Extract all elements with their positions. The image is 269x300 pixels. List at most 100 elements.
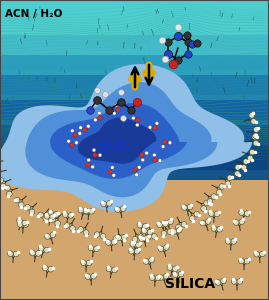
Circle shape: [249, 149, 255, 155]
Circle shape: [38, 212, 43, 218]
Circle shape: [217, 189, 222, 195]
Circle shape: [158, 275, 164, 280]
Bar: [0, 270, 269, 285]
Circle shape: [217, 226, 222, 232]
Circle shape: [138, 234, 143, 239]
Circle shape: [145, 151, 148, 155]
Circle shape: [161, 231, 167, 236]
Point: [135, 100, 139, 104]
Bar: [0, 240, 269, 255]
Circle shape: [167, 265, 173, 270]
Circle shape: [182, 205, 187, 211]
Text: SILICA: SILICA: [165, 277, 215, 291]
Circle shape: [93, 153, 97, 157]
Circle shape: [64, 223, 70, 228]
Circle shape: [36, 251, 41, 256]
Circle shape: [143, 259, 149, 264]
Point: [176, 25, 180, 29]
Circle shape: [70, 143, 74, 147]
Circle shape: [237, 279, 243, 284]
Circle shape: [101, 201, 107, 207]
Circle shape: [25, 205, 30, 210]
Bar: [0, 225, 269, 240]
Circle shape: [164, 245, 169, 250]
Circle shape: [111, 239, 117, 245]
Circle shape: [23, 222, 29, 227]
Circle shape: [221, 278, 226, 284]
Circle shape: [132, 236, 138, 242]
Text: ACN / H₂O: ACN / H₂O: [5, 9, 62, 19]
Circle shape: [14, 197, 20, 203]
Circle shape: [22, 220, 27, 226]
Point: [176, 57, 180, 62]
Circle shape: [253, 140, 259, 146]
Circle shape: [243, 159, 249, 164]
Circle shape: [137, 222, 143, 228]
Circle shape: [86, 163, 90, 167]
Circle shape: [87, 124, 90, 128]
Bar: [0, 195, 269, 210]
Circle shape: [6, 191, 12, 197]
Circle shape: [194, 211, 200, 217]
Circle shape: [178, 271, 184, 277]
Circle shape: [78, 227, 83, 232]
Circle shape: [147, 229, 153, 235]
Circle shape: [107, 201, 112, 206]
Circle shape: [50, 217, 56, 222]
Circle shape: [43, 265, 48, 271]
Circle shape: [211, 226, 217, 231]
Circle shape: [55, 220, 61, 226]
Circle shape: [134, 248, 140, 254]
Circle shape: [50, 214, 55, 220]
Circle shape: [189, 216, 195, 221]
Circle shape: [98, 116, 102, 120]
Circle shape: [176, 227, 182, 233]
Circle shape: [73, 133, 77, 137]
Circle shape: [136, 118, 140, 122]
Circle shape: [163, 273, 169, 279]
Circle shape: [70, 129, 74, 133]
Circle shape: [137, 166, 141, 169]
Circle shape: [8, 251, 13, 256]
Circle shape: [254, 251, 260, 257]
Circle shape: [211, 194, 217, 200]
Circle shape: [75, 141, 78, 145]
Circle shape: [115, 207, 121, 212]
Circle shape: [225, 238, 231, 244]
Bar: [0, 255, 269, 270]
Circle shape: [208, 211, 214, 216]
Polygon shape: [50, 103, 187, 179]
Circle shape: [17, 218, 22, 224]
Circle shape: [89, 208, 94, 214]
Circle shape: [111, 166, 114, 169]
Circle shape: [129, 248, 134, 254]
Circle shape: [260, 251, 265, 257]
Circle shape: [241, 165, 247, 170]
Circle shape: [215, 280, 221, 285]
Circle shape: [92, 148, 96, 152]
Circle shape: [167, 229, 173, 235]
Circle shape: [116, 235, 122, 241]
Circle shape: [29, 209, 35, 215]
Bar: [0, 180, 269, 195]
Circle shape: [235, 165, 240, 170]
Circle shape: [158, 159, 162, 162]
Circle shape: [113, 236, 119, 241]
Circle shape: [13, 251, 19, 257]
Circle shape: [141, 228, 147, 234]
Circle shape: [112, 112, 116, 115]
Circle shape: [112, 267, 117, 273]
Text: H₂O: H₂O: [100, 140, 127, 153]
Point: [129, 108, 133, 112]
Circle shape: [153, 158, 157, 162]
Point: [95, 98, 99, 102]
Bar: [0, 75, 269, 120]
Circle shape: [87, 158, 90, 162]
Circle shape: [173, 272, 178, 278]
Circle shape: [158, 246, 164, 252]
Point: [160, 37, 164, 42]
Circle shape: [141, 158, 144, 162]
Circle shape: [122, 234, 127, 240]
Circle shape: [45, 234, 50, 239]
Circle shape: [62, 212, 68, 218]
